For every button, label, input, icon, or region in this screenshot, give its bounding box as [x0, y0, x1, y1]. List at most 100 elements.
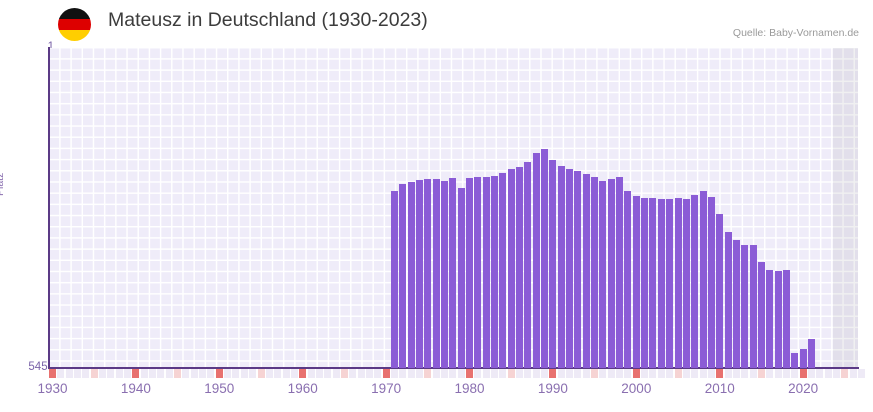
x-tick-minor	[624, 369, 632, 378]
bar	[782, 270, 790, 368]
bar	[791, 353, 799, 368]
x-axis-line	[48, 367, 859, 369]
bar	[649, 197, 657, 368]
x-tick-minor	[532, 369, 540, 378]
x-tick-major	[382, 369, 390, 378]
x-tick-minor	[541, 369, 549, 378]
x-tick-minor	[674, 369, 682, 378]
bar	[482, 176, 490, 368]
x-axis-label: 1980	[454, 381, 485, 396]
x-tick-major	[716, 369, 724, 378]
x-tick-minor	[349, 369, 357, 378]
x-tick-major	[299, 369, 307, 378]
bar	[574, 170, 582, 368]
bar	[474, 176, 482, 368]
x-tick-minor	[699, 369, 707, 378]
x-axis-label: 1940	[120, 381, 151, 396]
x-tick-minor	[232, 369, 240, 378]
bar	[582, 174, 590, 368]
x-tick-minor	[591, 369, 599, 378]
bar	[757, 261, 765, 368]
x-tick-minor	[824, 369, 832, 378]
x-tick-minor	[290, 369, 298, 378]
x-axis-label: 2020	[788, 381, 819, 396]
x-tick-minor	[149, 369, 157, 378]
x-tick-minor	[265, 369, 273, 378]
bar	[657, 198, 665, 368]
x-tick-minor	[849, 369, 857, 378]
x-tick-minor	[732, 369, 740, 378]
x-tick-minor	[182, 369, 190, 378]
x-tick-minor	[249, 369, 257, 378]
bar	[516, 167, 524, 368]
bar	[674, 198, 682, 368]
x-tick-minor	[399, 369, 407, 378]
x-tick-minor	[157, 369, 165, 378]
bar-series	[49, 48, 858, 368]
x-tick-minor	[774, 369, 782, 378]
bar	[666, 199, 674, 368]
x-tick-minor	[641, 369, 649, 378]
x-axis-label: 1960	[287, 381, 318, 396]
x-tick-minor	[858, 369, 865, 378]
x-tick-minor	[140, 369, 148, 378]
y-axis-top-label: 1	[47, 41, 54, 53]
bar	[691, 195, 699, 368]
bar	[499, 173, 507, 368]
x-tick-minor	[257, 369, 265, 378]
bar	[541, 148, 549, 368]
x-tick-major	[632, 369, 640, 378]
x-tick-major	[132, 369, 140, 378]
x-tick-minor	[457, 369, 465, 378]
x-tick-minor	[390, 369, 398, 378]
bar	[449, 177, 457, 368]
x-tick-minor	[207, 369, 215, 378]
x-tick-minor	[782, 369, 790, 378]
x-tick-minor	[649, 369, 657, 378]
x-tick-minor	[274, 369, 282, 378]
x-tick-minor	[240, 369, 248, 378]
x-tick-minor	[482, 369, 490, 378]
bar	[399, 184, 407, 368]
bar	[524, 161, 532, 368]
x-tick-minor	[616, 369, 624, 378]
bar	[724, 232, 732, 368]
bar	[415, 180, 423, 368]
bar	[491, 175, 499, 368]
x-tick-minor	[724, 369, 732, 378]
bar	[749, 244, 757, 368]
x-tick-major	[49, 369, 56, 378]
x-tick-minor	[516, 369, 524, 378]
bar	[707, 197, 715, 368]
bar	[440, 181, 448, 368]
x-axis-label: 2000	[621, 381, 652, 396]
x-tick-minor	[224, 369, 232, 378]
x-tick-minor	[74, 369, 82, 378]
x-tick-minor	[491, 369, 499, 378]
chart-title: Mateusz in Deutschland (1930-2023)	[108, 9, 428, 31]
x-tick-minor	[340, 369, 348, 378]
y-axis-title: Platz	[0, 172, 6, 196]
x-tick-minor	[832, 369, 840, 378]
bar	[599, 180, 607, 368]
x-tick-minor	[566, 369, 574, 378]
x-tick-minor	[315, 369, 323, 378]
bar	[766, 269, 774, 368]
bar	[591, 176, 599, 368]
x-tick-minor	[65, 369, 73, 378]
x-tick-minor	[307, 369, 315, 378]
bar	[774, 271, 782, 368]
x-tick-minor	[599, 369, 607, 378]
bar	[807, 339, 815, 368]
bar	[532, 153, 540, 368]
bar	[616, 177, 624, 368]
x-tick-minor	[99, 369, 107, 378]
x-tick-minor	[332, 369, 340, 378]
x-axis-label: 1970	[371, 381, 402, 396]
bar	[632, 196, 640, 368]
x-tick-minor	[507, 369, 515, 378]
x-axis-labels: 1930 1940 1950 1960 1970 1980 1990 2000 2010 2020	[0, 381, 873, 403]
german-flag-icon	[58, 8, 91, 41]
x-axis-label: 1930	[37, 381, 68, 396]
x-tick-minor	[449, 369, 457, 378]
